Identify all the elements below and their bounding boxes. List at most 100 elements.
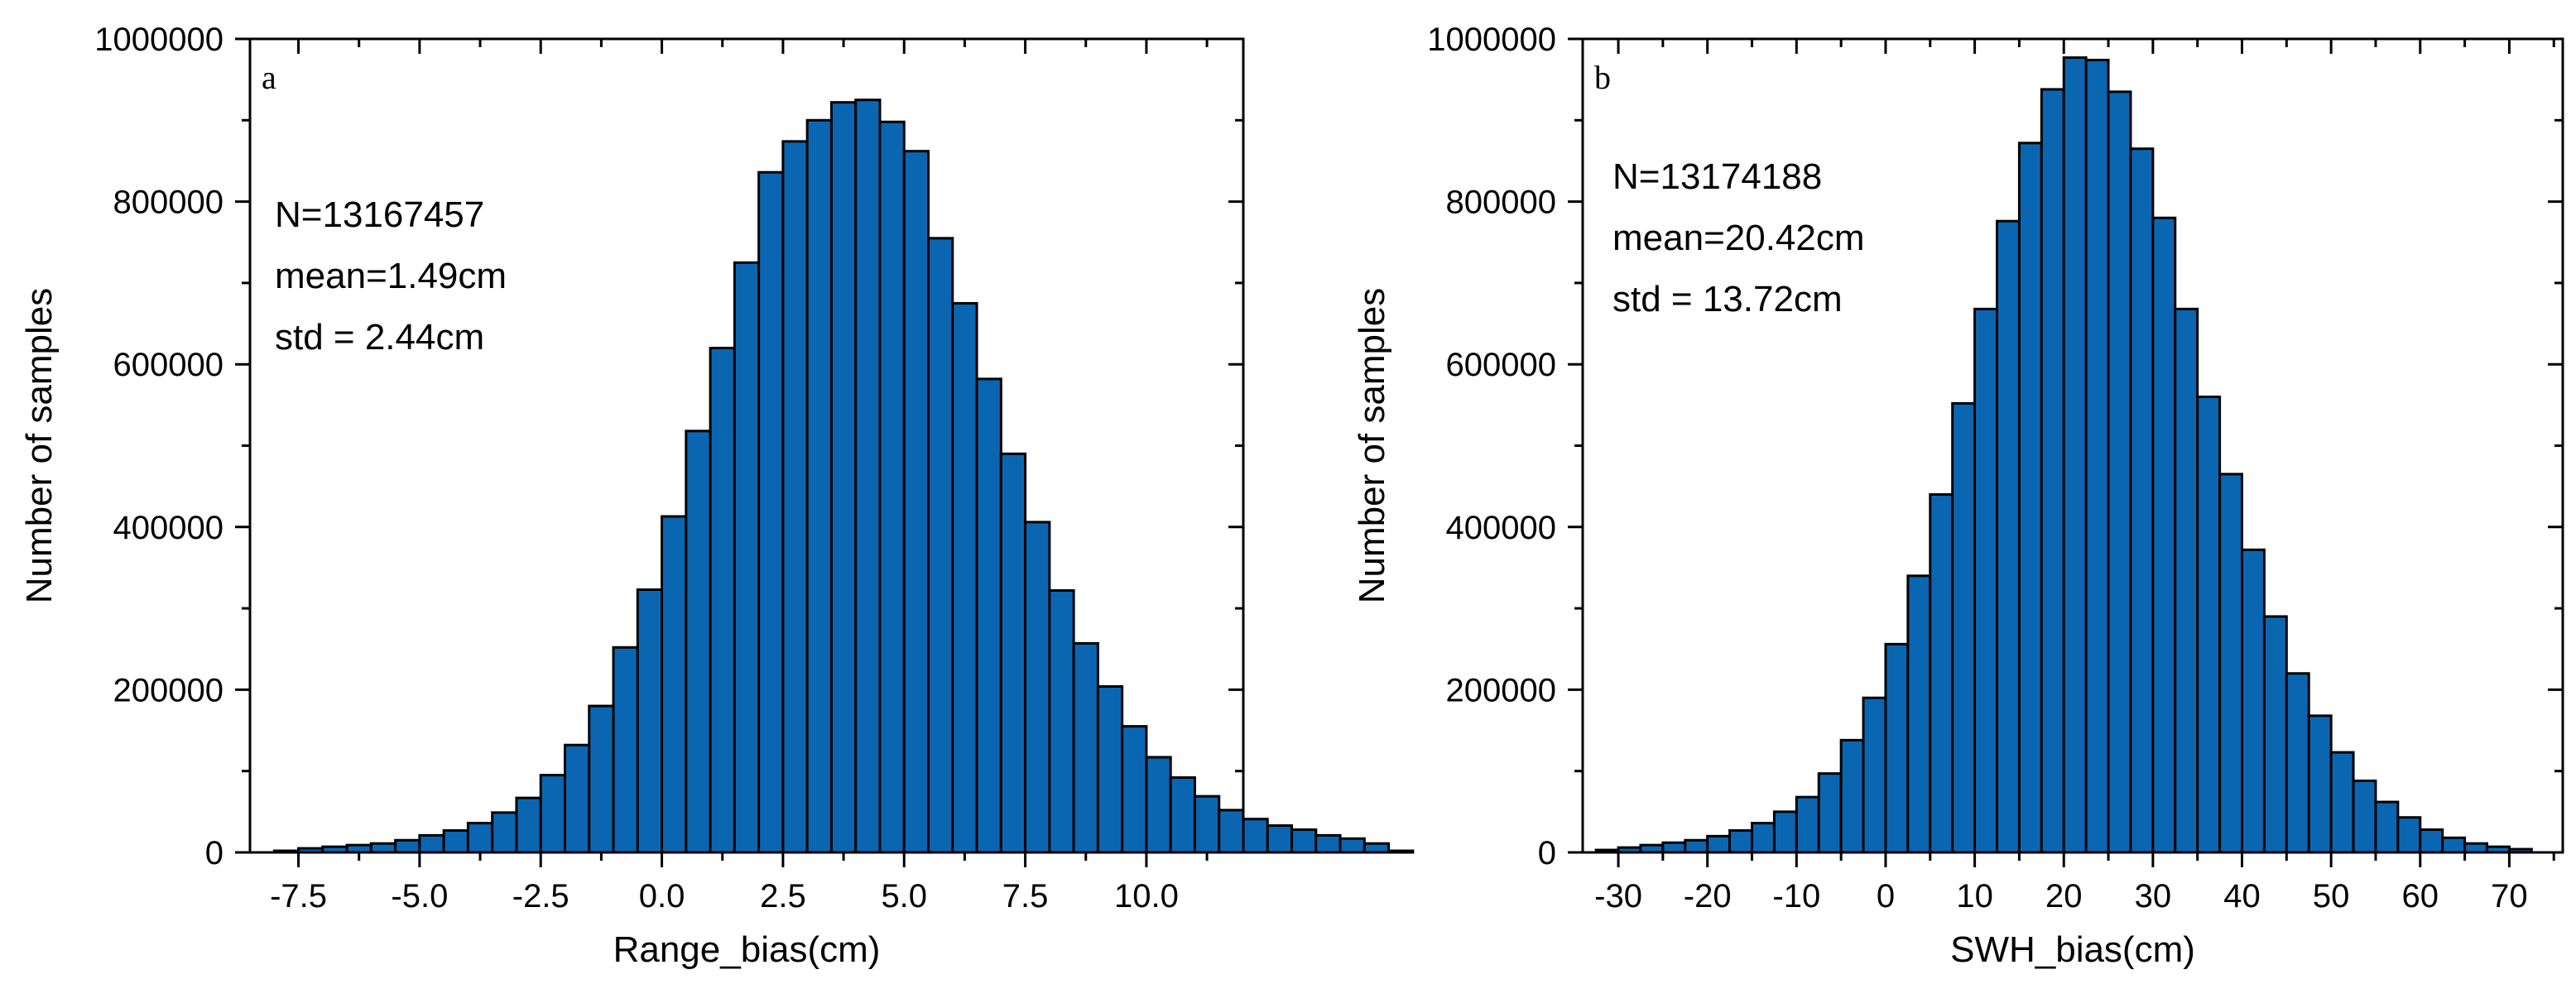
x-axis-ticks-a: -7.5 -5.0 -2.5 0.0 2.5 5.0 7.5 10.0 [270,39,1209,914]
x-tick-label: -10 [1772,878,1820,914]
histogram-bar [805,118,833,854]
histogram-bar [2129,147,2155,854]
histogram-bar [1387,849,1415,854]
y-tick-label: 1000000 [1427,22,1556,58]
histogram-bar [1862,696,1887,854]
histogram-bar [539,774,566,854]
y-tick-label: 400000 [113,510,223,546]
histogram-bar [1951,401,1977,854]
histogram-bar [2374,800,2400,854]
histogram-bar [2040,88,2065,854]
histogram-bar [1839,738,1865,854]
y-tick-label: 400000 [1446,510,1556,546]
histogram-bar [2218,473,2244,854]
x-axis-label-b: SWH_bias(cm) [1950,929,2195,970]
x-tick-label: 10 [1956,878,1993,914]
y-tick-label: 800000 [1446,185,1556,221]
histogram-bar [1072,641,1099,854]
histogram-bar [1169,776,1196,854]
x-tick-label: 7.5 [1002,878,1049,914]
histogram-bar [1314,833,1342,854]
histogram-bar [1338,837,1366,854]
histogram-bar [2084,59,2110,854]
histogram-bar [1795,795,1820,854]
annotation-n-a: N=13167457 [275,194,484,235]
histogram-bar [1048,588,1075,854]
histogram-bar [733,261,761,854]
y-tick-label: 600000 [113,347,223,383]
histogram-bar [1266,824,1294,854]
x-tick-label: 5.0 [881,878,927,914]
x-tick-label: -30 [1594,878,1642,914]
annotation-mean-b: mean=20.42cm [1612,218,1865,258]
panel-label-a: a [262,59,276,96]
y-axis-label-b: Number of samples [1352,288,1392,603]
x-tick-label: 70 [2491,878,2528,914]
histogram-bar [442,828,469,854]
histogram-bar [369,842,397,854]
histogram-bar [1024,521,1051,854]
x-tick-label: 0 [1877,878,1895,914]
x-tick-label: 30 [2135,878,2172,914]
bar-series-a [272,98,1415,854]
histogram-bar [2419,828,2444,854]
x-axis-ticks-b: -30 -20 -10 0 10 20 30 40 50 60 70 [1594,39,2555,914]
histogram-bar [2151,216,2177,854]
x-tick-label: 20 [2045,878,2083,914]
histogram-bar [491,811,518,854]
annotation-std-a: std = 2.44cm [275,317,484,358]
chart-panel-a: -7.5 -5.0 -2.5 0.0 2.5 5.0 7.5 10.0 0 200000 4000… [19,22,1415,970]
histogram-bar [1772,810,1798,854]
histogram-bar [563,743,591,854]
histogram-bar [2107,90,2132,854]
histogram-bar [1906,574,1932,854]
histogram-bar [2174,307,2199,854]
histogram-bar [466,822,494,854]
x-tick-label: -2.5 [512,878,570,914]
histogram-bar [781,140,809,854]
annotation-mean-a: mean=1.49cm [275,256,507,296]
annotation-n-b: N=13174188 [1612,156,1822,197]
histogram-bar [2196,396,2222,854]
x-tick-label: 0.0 [639,878,685,914]
y-tick-label: 1000000 [94,22,223,58]
histogram-bar [1218,809,1245,854]
histogram-bar [2352,780,2377,854]
histogram-bar [588,704,615,854]
histogram-bar [1973,307,1999,854]
y-axis-ticks-b: 0 200000 400000 600000 800000 1000000 [1427,22,2563,871]
histogram-bar [1751,822,1776,854]
histogram-bar [1929,492,1954,854]
histogram-bar [636,588,664,854]
y-tick-label: 600000 [1446,347,1556,383]
x-tick-label: 60 [2402,878,2439,914]
histogram-bar [1661,841,1687,854]
x-tick-label: 10.0 [1114,878,1179,914]
stats-annotation-a: N=13167457 mean=1.49cm std = 2.44cm [275,194,507,358]
histogram-bar [951,301,978,854]
histogram-bar [1728,828,1754,854]
histogram-bar [2463,842,2489,854]
x-tick-label: -5.0 [391,878,448,914]
histogram-bar [2307,714,2333,854]
x-tick-label: 40 [2223,878,2261,914]
histogram-bar [902,150,930,854]
histogram-bar [661,515,688,854]
histogram-bar [2285,672,2310,854]
histogram-bar [1290,828,1318,854]
histogram-bar [1362,842,1391,854]
histogram-bar [2017,142,2043,854]
x-axis-label-a: Range_bias(cm) [613,929,881,970]
histogram-bar [418,833,445,854]
histogram-bar [612,646,639,854]
histogram-bar [685,430,712,854]
histogram-bar [999,452,1027,854]
histogram-bar [927,237,954,854]
histogram-bar [1884,642,1910,854]
histogram-bar [2396,816,2422,854]
histogram-bar [1145,756,1172,854]
histogram-bar [1193,794,1221,854]
x-tick-label: 50 [2313,878,2350,914]
histogram-bar [709,347,736,854]
